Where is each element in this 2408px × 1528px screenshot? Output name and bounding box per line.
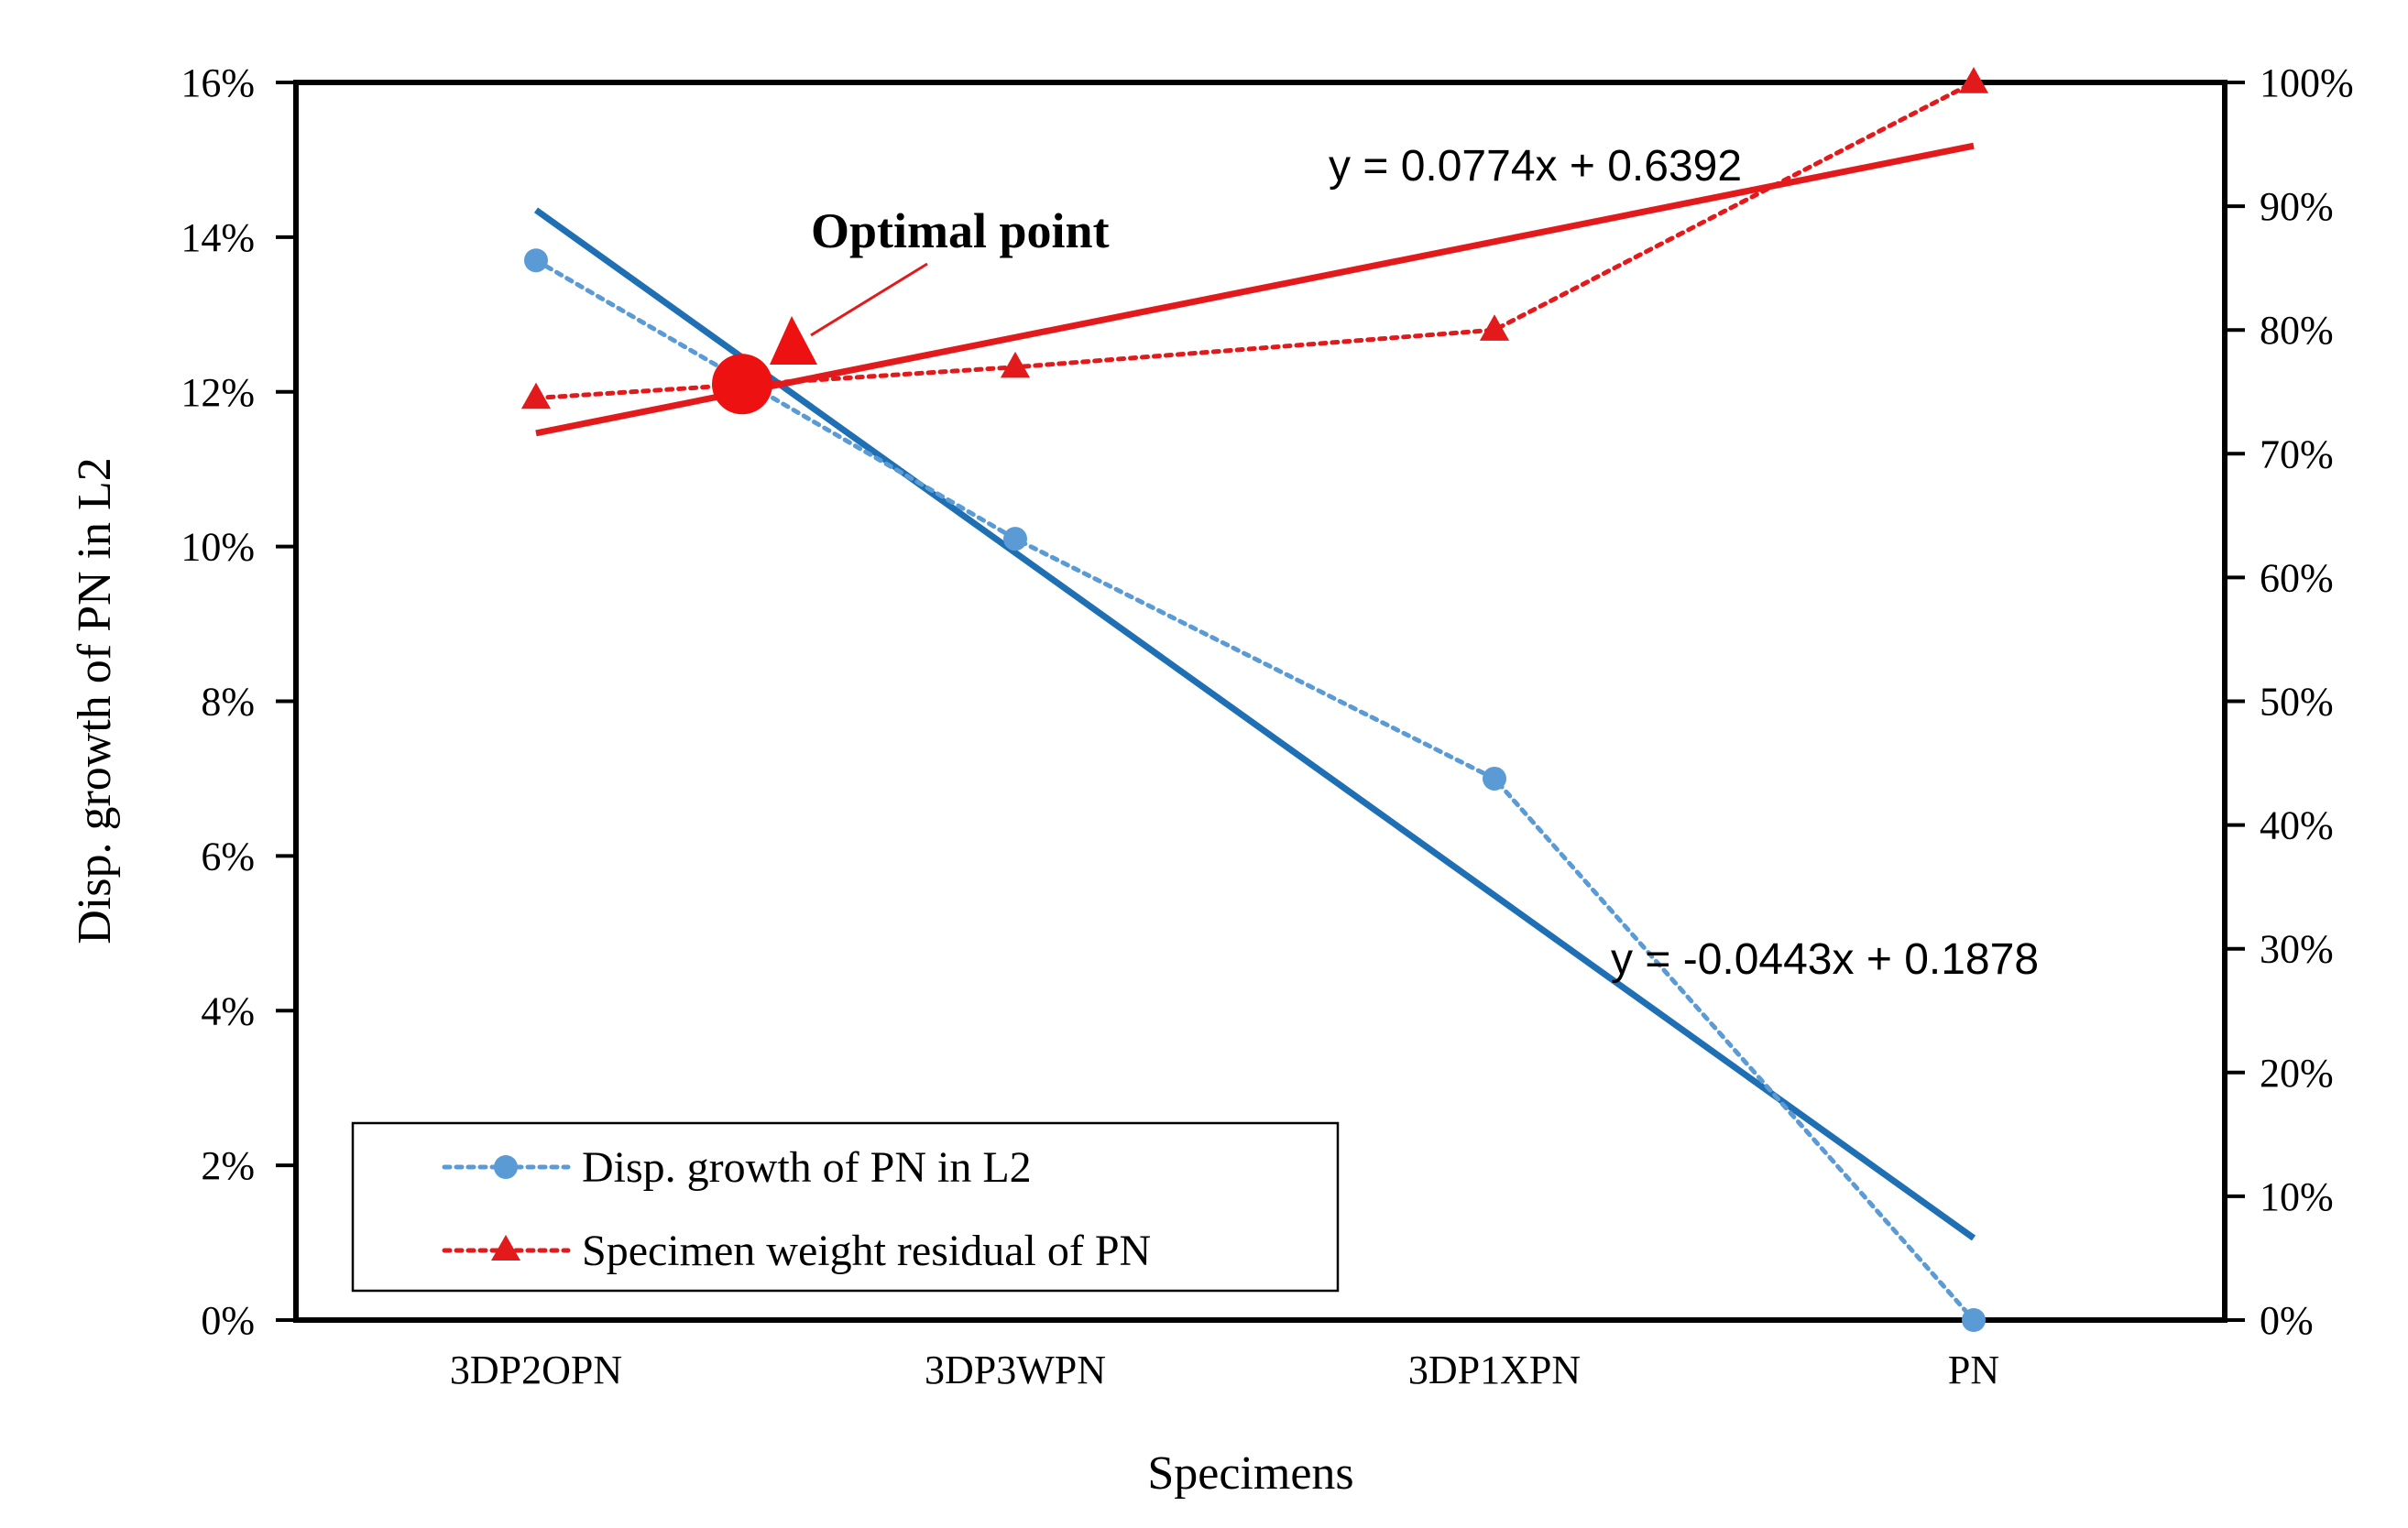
y2-tick-label: 100% bbox=[2260, 60, 2354, 105]
data-point-weight-residual bbox=[1000, 351, 1031, 378]
series-lines bbox=[533, 80, 1976, 1323]
series-markers bbox=[520, 67, 1989, 1332]
data-point-disp-growth bbox=[1003, 527, 1027, 551]
legend-box bbox=[351, 1121, 1340, 1293]
y-tick-label: 16% bbox=[181, 60, 255, 105]
y2-tick-label: 60% bbox=[2260, 555, 2334, 600]
y2-tick-label: 30% bbox=[2260, 927, 2334, 972]
y2-tick-label: 0% bbox=[2260, 1298, 2314, 1343]
series-line-weight-residual bbox=[533, 80, 1976, 401]
y2-tick-label: 90% bbox=[2260, 184, 2334, 229]
optimal-point-annotation: Optimal point bbox=[712, 203, 1110, 415]
data-point-disp-growth bbox=[1962, 1308, 1986, 1332]
y-tick-label: 4% bbox=[201, 988, 255, 1033]
y-tick-label: 6% bbox=[201, 834, 255, 879]
x-tick-label: 3DP2OPN bbox=[450, 1348, 622, 1392]
optimal-point-arrow-line bbox=[810, 262, 928, 337]
legend-key-marker-disp-growth bbox=[494, 1155, 518, 1179]
optimal-point-label: Optimal point bbox=[811, 203, 1110, 258]
legend-keys bbox=[442, 1155, 571, 1261]
y-tick-label: 0% bbox=[201, 1298, 255, 1343]
y2-tick-label: 20% bbox=[2260, 1051, 2334, 1096]
y-tick-label: 12% bbox=[181, 370, 255, 415]
legend-label-disp-growth: Disp. growth of PN in L2 bbox=[582, 1143, 1032, 1192]
y2-tick-label: 10% bbox=[2260, 1174, 2334, 1219]
x-tick-label: 3DP1XPN bbox=[1408, 1348, 1581, 1392]
data-point-disp-growth bbox=[524, 248, 548, 273]
trend-equation-blue: y = -0.0443x + 0.1878 bbox=[1611, 935, 2039, 984]
optimal-point-marker bbox=[712, 354, 772, 415]
y2-tick-label: 70% bbox=[2260, 431, 2334, 476]
y-tick-label: 14% bbox=[181, 215, 255, 260]
left-axis: 0% 2% 4% 6% 8% 10% 12% 14% 16% bbox=[181, 60, 296, 1343]
optimal-point-arrow-head bbox=[770, 316, 817, 365]
x-tick-label: PN bbox=[1948, 1348, 1999, 1392]
y-tick-label: 10% bbox=[181, 525, 255, 570]
data-point-disp-growth bbox=[1483, 766, 1506, 791]
x-axis: 3DP2OPN 3DP3WPN 3DP1XPN PN bbox=[450, 1348, 1999, 1392]
legend-key-marker-weight-residual bbox=[491, 1235, 520, 1261]
series-line-disp-growth bbox=[533, 257, 1976, 1323]
legend: Disp. growth of PN in L2 Specimen weight… bbox=[351, 1121, 1340, 1293]
y2-tick-label: 50% bbox=[2260, 680, 2334, 725]
y-axis-title: Disp. growth of PN in L2 bbox=[69, 457, 121, 944]
legend-label-weight-residual: Specimen weight residual of PN bbox=[582, 1227, 1151, 1275]
right-axis: 0% 10% 20% 30% 40% 50% 60% 70% 80% 90% 100% bbox=[2225, 60, 2354, 1343]
trend-equation-red: y = 0.0774x + 0.6392 bbox=[1329, 142, 1742, 191]
y2-tick-label: 80% bbox=[2260, 308, 2334, 353]
x-tick-label: 3DP3WPN bbox=[925, 1348, 1106, 1392]
y-tick-label: 2% bbox=[201, 1143, 255, 1188]
data-point-weight-residual bbox=[520, 382, 552, 409]
y2-tick-label: 40% bbox=[2260, 803, 2334, 848]
data-point-weight-residual bbox=[1958, 67, 1989, 93]
x-axis-title: Specimens bbox=[1147, 1447, 1353, 1500]
trendline-weight-residual bbox=[535, 142, 1975, 437]
y-tick-label: 8% bbox=[201, 680, 255, 725]
data-point-weight-residual bbox=[1479, 314, 1510, 341]
